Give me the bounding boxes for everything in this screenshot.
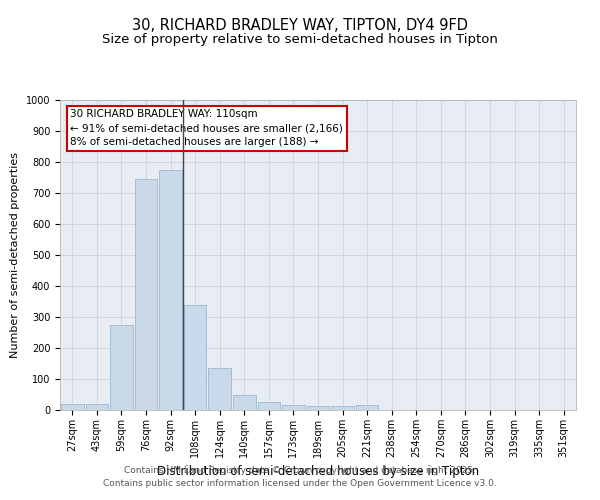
Bar xyxy=(208,368,231,410)
Bar xyxy=(134,179,157,410)
Text: Size of property relative to semi-detached houses in Tipton: Size of property relative to semi-detach… xyxy=(102,32,498,46)
Bar xyxy=(307,406,329,410)
Text: Contains HM Land Registry data © Crown copyright and database right 2025.
Contai: Contains HM Land Registry data © Crown c… xyxy=(103,466,497,487)
X-axis label: Distribution of semi-detached houses by size in Tipton: Distribution of semi-detached houses by … xyxy=(157,466,479,478)
Bar xyxy=(86,404,108,410)
Bar xyxy=(61,404,83,410)
Bar xyxy=(282,406,305,410)
Bar xyxy=(233,394,256,410)
Bar xyxy=(110,325,133,410)
Bar xyxy=(159,170,182,410)
Bar xyxy=(331,406,354,410)
Text: 30, RICHARD BRADLEY WAY, TIPTON, DY4 9FD: 30, RICHARD BRADLEY WAY, TIPTON, DY4 9FD xyxy=(132,18,468,32)
Bar xyxy=(356,406,379,410)
Text: 30 RICHARD BRADLEY WAY: 110sqm
← 91% of semi-detached houses are smaller (2,166): 30 RICHARD BRADLEY WAY: 110sqm ← 91% of … xyxy=(70,110,343,148)
Bar xyxy=(184,304,206,410)
Y-axis label: Number of semi-detached properties: Number of semi-detached properties xyxy=(10,152,20,358)
Bar xyxy=(257,402,280,410)
